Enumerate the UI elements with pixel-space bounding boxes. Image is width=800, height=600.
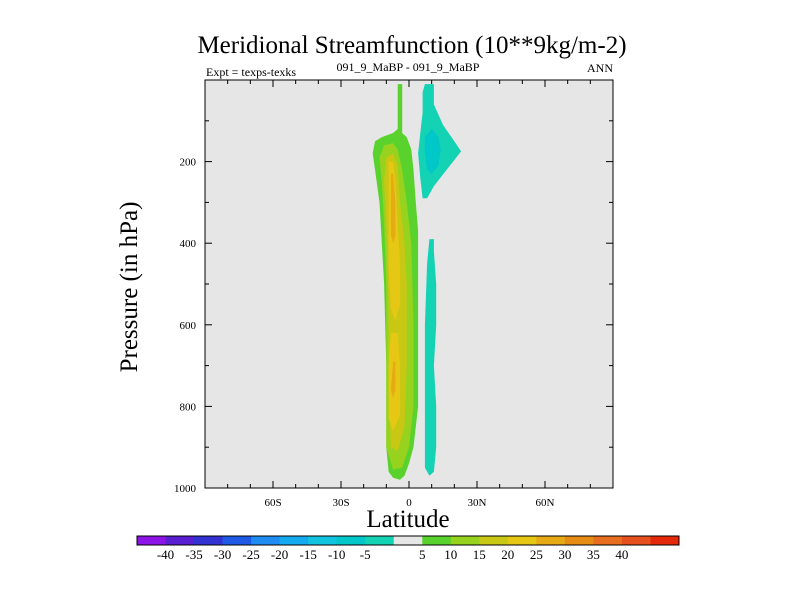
contour-region-9 [424,129,441,174]
colorbar-frame [136,535,680,546]
colorbar-tick-label: 30 [558,547,571,562]
x-tick-label: 30N [468,497,487,509]
colorbar-tick-label: -30 [214,547,231,562]
x-tick-label: 0 [406,497,412,509]
colorbar-tick-label: -35 [185,547,202,562]
case-label: 091_9_MaBP - 091_9_MaBP [337,60,480,74]
colorbar-swatch [621,536,651,545]
y-tick-label: 400 [180,238,197,250]
colorbar-tick-label: 5 [419,547,426,562]
colorbar-tick-label: 20 [501,547,514,562]
colorbar-tick-label: 25 [530,547,543,562]
season-label: ANN [587,61,613,75]
colorbar-swatch [422,536,452,545]
colorbar-tick-label: 10 [444,547,457,562]
colorbar-tick-label: 40 [615,547,628,562]
contour-region-10 [424,239,437,476]
colorbar-swatch [393,536,423,545]
colorbar-swatch [165,536,195,545]
colorbar-swatch [222,536,252,545]
colorbar-tick-label: -15 [300,547,317,562]
plot-area: 200 400 600 800 1000 60S 30S 0 30N 60N [174,79,614,509]
x-axis-label: Latitude [366,506,449,533]
colorbar-swatch [450,536,480,545]
colorbar-swatch [279,536,309,545]
plot-frame [204,79,614,489]
experiment-label: Expt = texps-texks [206,65,296,79]
colorbar-tick-label: -25 [242,547,259,562]
colorbar-swatch [650,536,680,545]
x-tick-label: 60N [536,497,555,509]
colorbar-swatch [137,536,166,545]
contour-fill-layer [372,84,462,480]
contour-region-6 [390,173,396,244]
colorbar-swatch [336,536,366,545]
y-tick-label: 800 [180,401,197,413]
colorbar-tick-label: -10 [328,547,345,562]
colorbar-swatch [479,536,509,545]
x-tick-label: 60S [264,497,281,509]
colorbar: -40 -35 -30 -25 -20 -15 -10 -5 5 10 15 20 25 30 35 40 [136,535,680,562]
x-axis-ticks: 60S 30S 0 30N 60N [227,80,591,509]
colorbar-swatch [308,536,338,545]
colorbar-swatch [507,536,537,545]
x-tick-label: 30S [332,497,349,509]
colorbar-swatch [365,536,395,545]
colorbar-tick-label: -40 [157,547,174,562]
colorbar-swatch [593,536,623,545]
colorbar-swatch [536,536,566,545]
y-tick-label: 600 [180,320,197,332]
colorbar-swatch [251,536,281,545]
colorbar-tick-label: 15 [473,547,486,562]
colorbar-swatch [564,536,594,545]
y-tick-label: 200 [180,157,197,169]
chart-title: Meridional Streamfunction (10**9kg/m-2) [197,32,626,59]
y-axis-label: Pressure (in hPa) [116,202,143,373]
colorbar-tick-label: -20 [271,547,288,562]
y-tick-label: 1000 [174,483,197,495]
colorbar-tick-label: 35 [587,547,600,562]
colorbar-swatch [194,536,223,545]
contour-region-7 [390,361,396,399]
colorbar-tick-label: -5 [360,547,371,562]
